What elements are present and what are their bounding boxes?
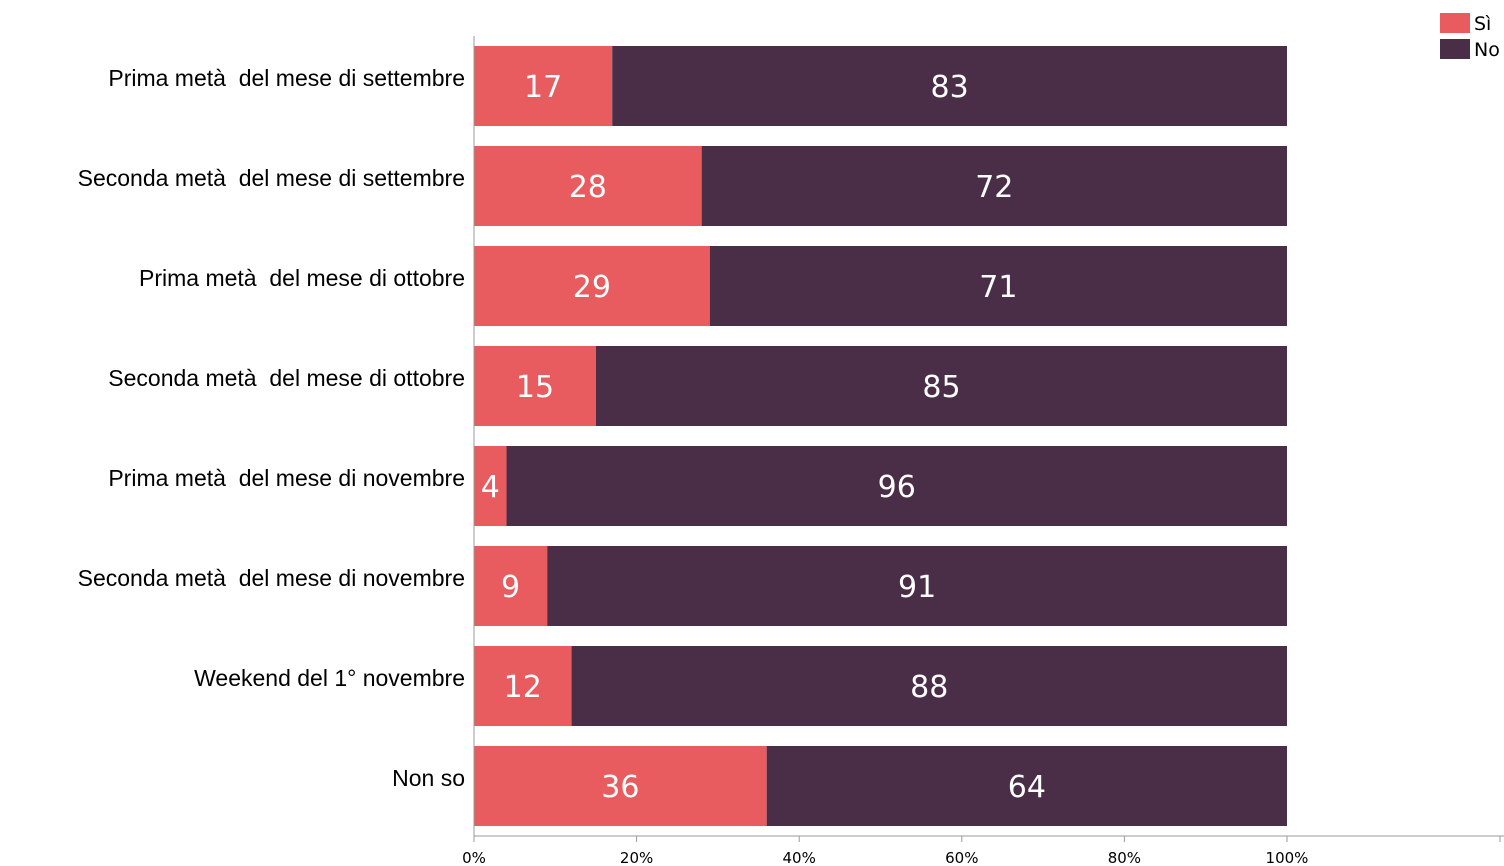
bar-segment-no — [595, 346, 1287, 426]
category-label: Prima metà del mese di novembre — [108, 465, 465, 491]
data-label: 28 — [569, 170, 607, 205]
x-tick-label: 0% — [462, 849, 486, 866]
category-label: Seconda metà del mese di settembre — [78, 165, 465, 191]
bar-segment-no — [612, 46, 1287, 126]
category-labels-group: Prima metà del mese di settembre Seconda … — [78, 65, 465, 791]
bar-segment-si — [474, 546, 548, 626]
legend-swatch-no — [1440, 39, 1470, 59]
bar-segment-no — [701, 146, 1287, 226]
data-label: 64 — [1008, 770, 1046, 805]
data-label: 71 — [979, 270, 1017, 305]
data-label: 96 — [878, 470, 916, 505]
data-label: 29 — [573, 270, 611, 305]
x-tick-label: 80% — [1108, 849, 1141, 866]
data-label: 17 — [524, 70, 562, 105]
bar-segment-si — [474, 146, 702, 226]
category-label: Non so — [392, 765, 465, 791]
data-label: 88 — [910, 670, 948, 705]
category-label: Seconda metà del mese di novembre — [78, 565, 465, 591]
bar-segment-no — [547, 546, 1287, 626]
bar-segment-no — [506, 446, 1287, 526]
bar-segment-si — [474, 46, 613, 126]
data-label: 15 — [516, 370, 554, 405]
category-label: Weekend del 1° novembre — [194, 665, 465, 691]
bars-group: 17 83 28 72 29 71 15 85 4 96 9 91 12 88 36 64 — [474, 46, 1287, 826]
bar-segment-no — [709, 246, 1287, 326]
legend-label: Sì — [1474, 13, 1491, 35]
data-label: 72 — [975, 170, 1013, 205]
data-label: 12 — [504, 670, 542, 705]
category-label: Prima metà del mese di settembre — [108, 65, 465, 91]
bar-segment-si — [474, 346, 596, 426]
x-tick-label: 20% — [620, 849, 653, 866]
x-tick-label: 40% — [783, 849, 816, 866]
data-label: 4 — [481, 470, 500, 505]
data-label: 85 — [922, 370, 960, 405]
data-label: 36 — [601, 770, 639, 805]
category-label: Seconda metà del mese di ottobre — [108, 365, 465, 391]
bar-segment-si — [474, 246, 710, 326]
x-axis: 0% 20% 40% 60% 80% 100% — [462, 36, 1504, 866]
data-label: 9 — [501, 570, 520, 605]
bar-segment-no — [571, 646, 1287, 726]
bar-segment-si — [474, 446, 507, 526]
legend-swatch-si — [1440, 13, 1470, 33]
legend-label: No — [1474, 39, 1500, 61]
legend: Sì No — [1440, 13, 1500, 61]
category-label: Prima metà del mese di ottobre — [139, 265, 465, 291]
bar-segment-si — [474, 746, 767, 826]
bar-segment-si — [474, 646, 572, 726]
data-label: 83 — [931, 70, 969, 105]
x-tick-label: 60% — [945, 849, 978, 866]
bar-segment-no — [766, 746, 1287, 826]
data-label: 91 — [898, 570, 936, 605]
x-tick-label: 100% — [1266, 849, 1309, 866]
